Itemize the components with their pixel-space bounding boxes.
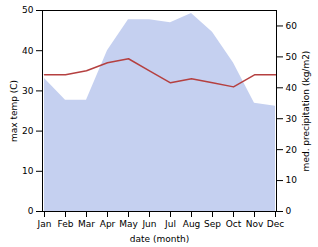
- svg-text:0: 0: [28, 206, 34, 216]
- svg-text:0: 0: [286, 206, 292, 216]
- svg-text:50: 50: [286, 52, 298, 62]
- svg-text:Sep: Sep: [204, 219, 221, 229]
- svg-text:May: May: [119, 219, 138, 229]
- svg-text:max temp (C): max temp (C): [9, 80, 19, 142]
- svg-text:Jul: Jul: [164, 219, 176, 229]
- svg-text:date (month): date (month): [130, 234, 189, 244]
- svg-text:30: 30: [286, 114, 298, 124]
- svg-text:40: 40: [22, 46, 34, 56]
- svg-text:Aug: Aug: [183, 219, 201, 229]
- svg-text:40: 40: [286, 83, 298, 93]
- svg-text:30: 30: [22, 86, 34, 96]
- svg-text:Mar: Mar: [78, 219, 95, 229]
- svg-text:Feb: Feb: [58, 219, 74, 229]
- svg-text:Apr: Apr: [100, 219, 116, 229]
- svg-text:20: 20: [286, 145, 298, 155]
- svg-text:Jan: Jan: [37, 219, 52, 229]
- svg-text:Nov: Nov: [246, 219, 264, 229]
- svg-text:20: 20: [22, 126, 34, 136]
- svg-text:Oct: Oct: [226, 219, 242, 229]
- svg-text:Dec: Dec: [267, 219, 284, 229]
- svg-text:10: 10: [286, 175, 298, 185]
- svg-text:50: 50: [22, 5, 34, 15]
- svg-text:med. precipitation (kg/m2): med. precipitation (kg/m2): [301, 51, 311, 172]
- svg-text:Jun: Jun: [141, 219, 156, 229]
- svg-text:10: 10: [22, 166, 34, 176]
- svg-text:60: 60: [286, 21, 298, 31]
